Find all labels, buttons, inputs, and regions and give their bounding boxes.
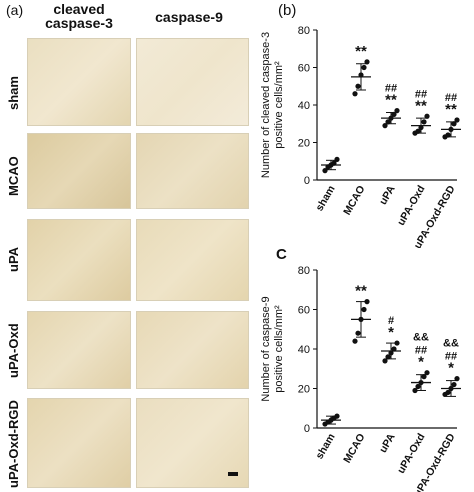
data-point [334,413,340,419]
significance-label: ** [385,92,397,109]
data-point [391,111,397,117]
data-point [364,59,370,65]
data-point [454,376,460,382]
data-point [364,299,370,305]
scale-bar [228,472,238,476]
data-point [421,374,427,380]
micrograph-upa-caspase3 [27,219,131,301]
micrograph-upa-oxd-caspase3 [27,311,131,389]
data-point [391,346,397,352]
data-point [394,108,400,114]
significance-label: * [448,360,454,377]
significance-label: * [418,354,424,371]
micrograph-mcao-caspase9 [136,133,249,209]
row-label-sham: sham [6,76,21,110]
y-tick-label: 40 [298,100,310,112]
row-label-upa-oxd: uPA-Oxd [6,323,21,378]
significance-label: ## [445,351,457,363]
data-point [415,128,421,134]
data-point [421,119,427,125]
data-point [382,358,388,364]
y-tick-label: 80 [298,265,310,277]
y-tick-label: 60 [298,305,310,317]
x-tick-label: uPA-Oxd [395,432,427,476]
data-point [454,117,460,123]
significance-label: * [388,324,394,341]
data-point [445,132,451,138]
y-axis-label: Number of cleaved caspase-3 [260,32,272,178]
data-point [334,156,340,162]
y-axis-label: positive cells/mm² [273,61,285,149]
significance-label: ** [445,101,457,118]
data-point [385,119,391,125]
y-axis-label: positive cells/mm² [273,305,285,393]
significance-label: ## [445,92,457,104]
data-point [424,113,430,119]
data-point [445,389,451,396]
y-tick-label: 80 [298,25,310,37]
column-header-cleaved-caspase-3: cleaved caspase-3 [45,1,113,31]
x-tick-label: uPA-Oxd [395,184,427,228]
chart-b-cleaved-caspase-3: 0 20 40 60 80 Number of cleaved caspase-3 posi… [260,25,461,248]
micrograph-sham-caspase9 [136,38,249,126]
y-tick-label: 20 [298,138,310,150]
data-point [355,83,361,89]
y-tick-label: 20 [298,384,310,396]
data-point [352,91,358,97]
significance-label: ** [355,43,367,60]
micrograph-mcao-caspase3 [27,133,131,209]
data-point [451,381,457,388]
data-point [361,64,367,71]
data-point [424,370,430,376]
y-tick-label: 0 [304,423,310,435]
y-axis-label: Number of caspase-9 [260,296,272,401]
data-point [415,383,421,390]
y-tick-label: 40 [298,344,310,356]
chart-c-caspase-9: 0 20 40 60 80 Number of caspase-9 positive cel… [260,265,461,492]
panel-b-label: (b) [278,2,297,19]
data-point [355,330,361,336]
column-header-caspase-9: caspase-9 [155,9,223,25]
data-point [385,354,391,360]
significance-label: ## [415,88,427,100]
x-tick-label: MCAO [341,432,367,466]
significance-label: ## [415,345,427,357]
micrograph-upa-oxd-caspase9 [136,311,249,389]
data-point [361,306,367,313]
micrograph-sham-caspase3 [27,38,131,126]
significance-label: # [388,315,394,327]
data-point [382,123,388,129]
significance-label: ** [355,283,367,300]
row-label-mcao: MCAO [6,156,21,196]
data-point [412,387,418,394]
data-point [451,121,457,127]
x-tick-label: uPA [377,183,398,207]
row-label-upa-oxd-rgd: uPA-Oxd-RGD [6,400,21,488]
row-label-upa: uPA [6,246,21,272]
x-tick-label: MCAO [341,184,367,218]
x-tick-label: sham [313,184,337,214]
x-tick-label: sham [313,432,337,462]
significance-label: ## [385,83,397,95]
y-tick-label: 60 [298,63,310,75]
micrograph-upa-caspase9 [136,219,249,301]
panel-c-label: C [276,246,287,263]
significance-label: ** [415,97,427,114]
micrograph-upa-oxd-rgd-caspase3 [27,398,131,488]
data-point [352,338,358,344]
x-tick-label: uPA [377,431,398,455]
significance-label: && [413,332,429,344]
data-point [394,340,400,346]
panel-a-label: (a) [6,2,24,18]
y-tick-label: 0 [304,175,310,187]
significance-label: && [443,338,459,350]
